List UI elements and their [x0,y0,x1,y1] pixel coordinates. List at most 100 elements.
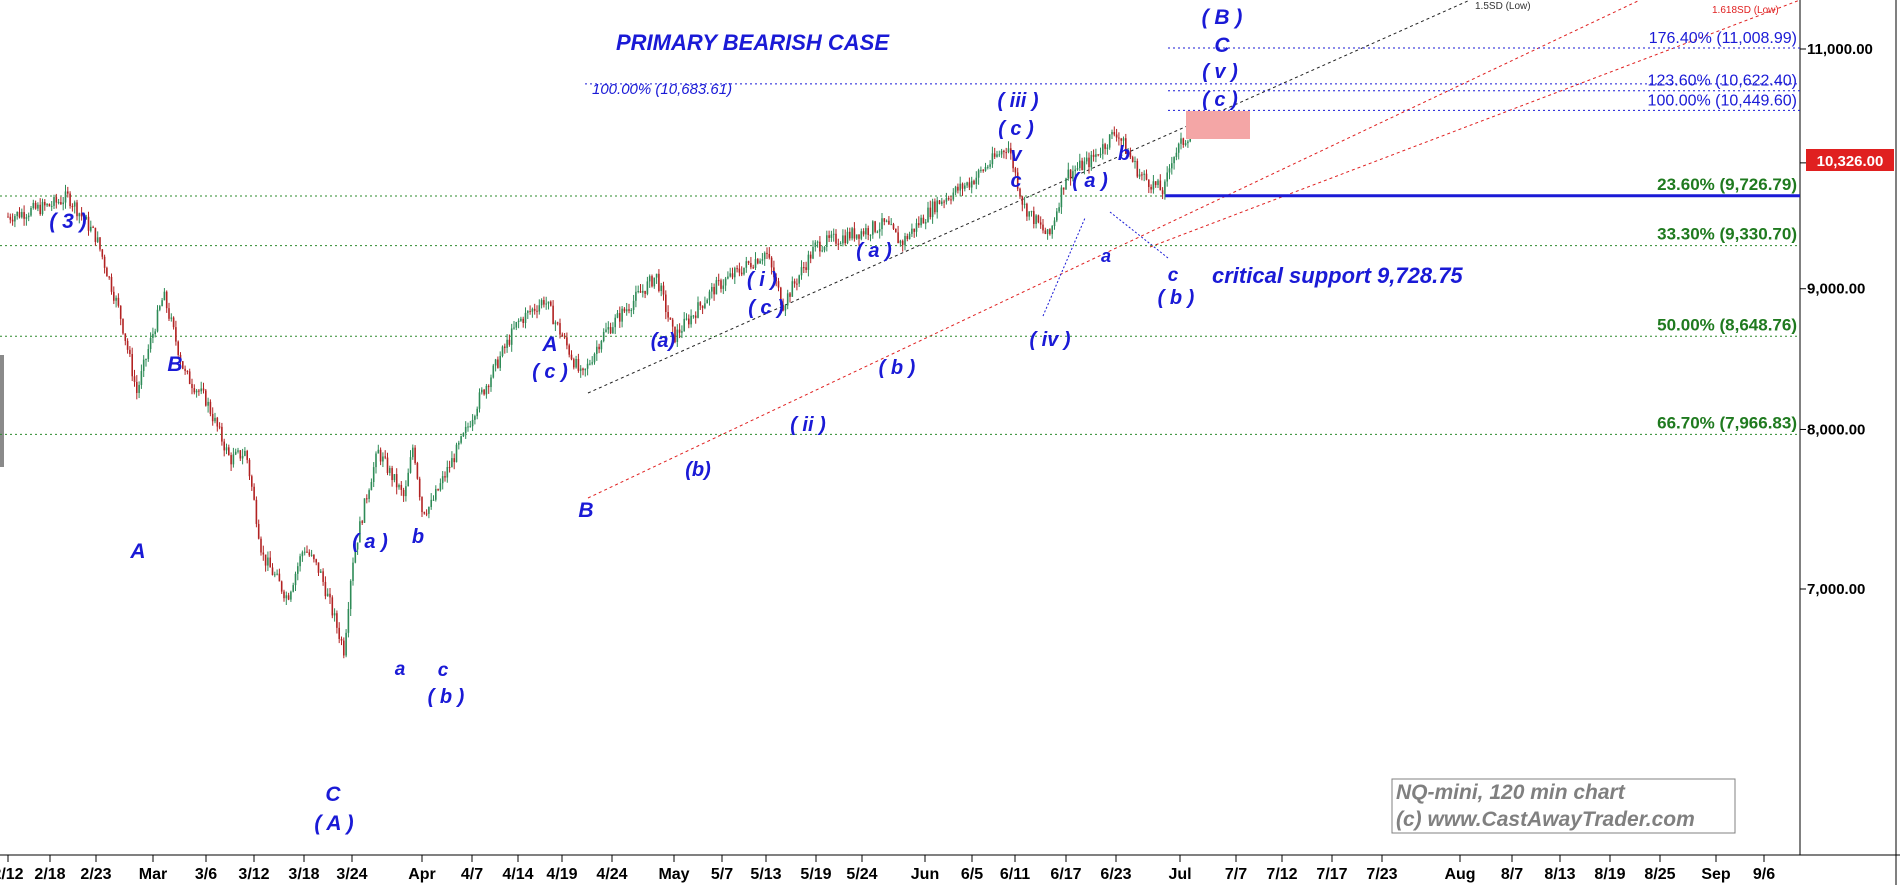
candle-body [310,554,313,556]
candle-body [950,199,952,201]
candle-body [619,313,621,322]
candle-body [1131,157,1134,163]
candle-body [389,468,391,473]
candle-body [524,312,527,324]
candle-body [844,235,846,244]
candle-body [248,459,251,477]
candle-body [612,327,614,334]
x-tick-label: 7/7 [1225,866,1247,883]
candle-body [119,305,122,319]
candle-body [209,401,212,414]
candle-body [25,217,28,219]
candle-body [823,246,826,251]
candle-body [108,276,110,278]
candle-body [62,202,64,205]
retracement-label: 66.70% (7,966.83) [1657,413,1797,432]
candle-body [616,313,619,318]
candle-body [462,433,465,437]
candle-body [954,186,957,193]
candle-body [1108,134,1111,148]
candle-body [267,557,269,566]
candle-series [7,110,1208,659]
candle-body [901,240,904,245]
candle-body [1026,203,1028,217]
fib-extension-left-label: 100.00% (10,683.61) [592,81,732,98]
candle-body [513,327,515,329]
candle-body [768,253,771,258]
candle-body [110,276,113,292]
candle-body [1180,138,1182,144]
candle-body [998,154,1001,156]
candle-body [1088,157,1090,168]
candle-body [1154,181,1157,186]
candle-body [73,202,76,207]
x-tick-label: Jun [911,866,939,883]
candle-body [570,354,573,360]
candle-body [1168,168,1171,173]
candle-body [326,593,329,597]
candle-body [913,228,915,232]
candle-body [784,305,787,311]
candle-body [221,426,223,442]
candle-body [625,309,628,312]
candle-body [223,441,225,451]
candle-body [1069,169,1072,179]
candle-body [205,390,207,406]
candle-body [398,485,400,488]
candle-body [1053,220,1056,227]
candle-body [161,300,163,307]
candle-body [639,291,642,293]
x-tick-label: 3/12 [238,866,269,883]
candle-body [94,227,97,242]
candle-body [352,562,354,581]
x-tick-label: Aug [1444,866,1475,883]
candle-body [274,574,276,576]
candle-body [1000,150,1003,155]
candle-body [195,390,198,393]
candle-body [966,182,968,186]
candle-body [685,318,688,320]
candle-body [858,234,860,239]
candle-body [740,272,743,275]
x-tick-label: 4/7 [461,866,483,883]
candle-body [964,185,966,189]
x-tick-label: 7/17 [1316,866,1347,883]
candle-body [467,426,469,428]
candle-body [547,301,550,304]
candle-body [554,322,557,325]
candle-body [977,170,980,178]
last-price-label: 10,326.00 [1817,153,1884,170]
candle-body [71,206,74,208]
candle-body [437,489,439,491]
candle-body [607,327,610,330]
wave-label: ( a ) [1072,170,1108,192]
candle-body [1184,143,1187,145]
candle-body [883,218,886,222]
candle-body [423,512,426,514]
candle-body [170,317,173,319]
candle-body [809,254,812,259]
candle-body [184,368,186,371]
wave-label: A [129,540,145,563]
candle-body [103,256,106,268]
scrollbar-handle[interactable] [0,355,4,467]
candle-body [60,202,62,205]
extension-label: 100.00% (10,449.60) [1648,92,1797,109]
candle-body [152,333,154,338]
candle-body [297,566,299,574]
candle-body [1037,215,1040,223]
candle-body [218,426,221,428]
candle-body [724,278,727,286]
candle-body [142,359,145,372]
candle-body [308,552,311,556]
candle-body [803,267,805,269]
last-price-tag [1806,149,1894,171]
candle-body [1030,211,1033,213]
candle-body [1090,154,1093,168]
candle-body [1120,138,1122,141]
candle-body [149,337,152,350]
candle-body [876,231,879,233]
candle-body [400,485,403,490]
x-tick-label: 6/11 [1000,866,1030,883]
